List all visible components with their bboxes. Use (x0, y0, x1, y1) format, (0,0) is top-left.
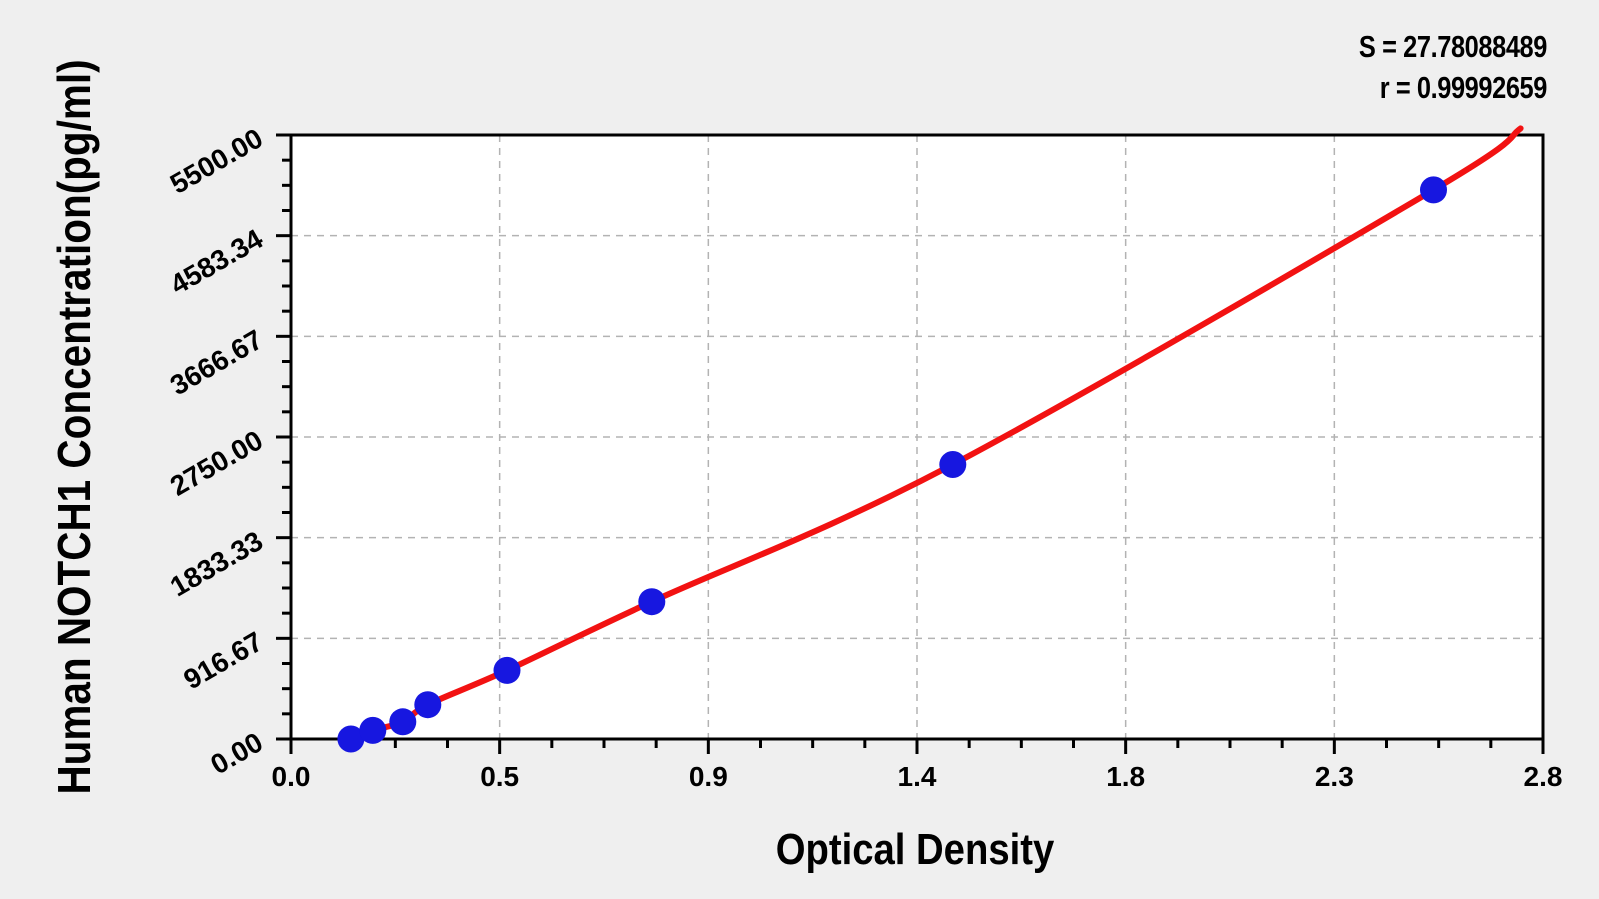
x-tick-label: 0.0 (272, 761, 311, 792)
data-point (638, 588, 666, 616)
data-point (939, 451, 967, 478)
x-tick-label: 1.8 (1106, 761, 1145, 792)
x-axis-title-group: Optical Density (776, 825, 1055, 874)
annotation-s-group: S = 27.78088489 (1359, 30, 1547, 65)
x-tick-label: 0.5 (480, 761, 519, 792)
x-tick-label: 2.8 (1524, 761, 1563, 792)
annotation-s-value: S = 27.78088489 (1359, 30, 1547, 65)
x-tick-label: 2.3 (1315, 761, 1354, 792)
y-axis-title: Human NOTCH1 Concentration(pg/ml) (50, 59, 101, 794)
data-point (389, 708, 417, 736)
y-axis-title-group: Human NOTCH1 Concentration(pg/ml) (50, 59, 101, 794)
x-tick-label: 0.9 (689, 761, 728, 792)
data-point (337, 725, 365, 753)
x-tick-label: 1.4 (898, 761, 937, 792)
x-axis-title: Optical Density (776, 825, 1055, 874)
data-point (1420, 176, 1447, 204)
data-point (493, 656, 521, 684)
plot-border (289, 133, 1545, 741)
annotation-r-value: r = 0.99992659 (1380, 71, 1547, 106)
data-layer (337, 125, 1524, 753)
data-point (414, 691, 442, 719)
data-point (359, 716, 387, 744)
annotation-r-group: r = 0.99992659 (1380, 71, 1548, 106)
